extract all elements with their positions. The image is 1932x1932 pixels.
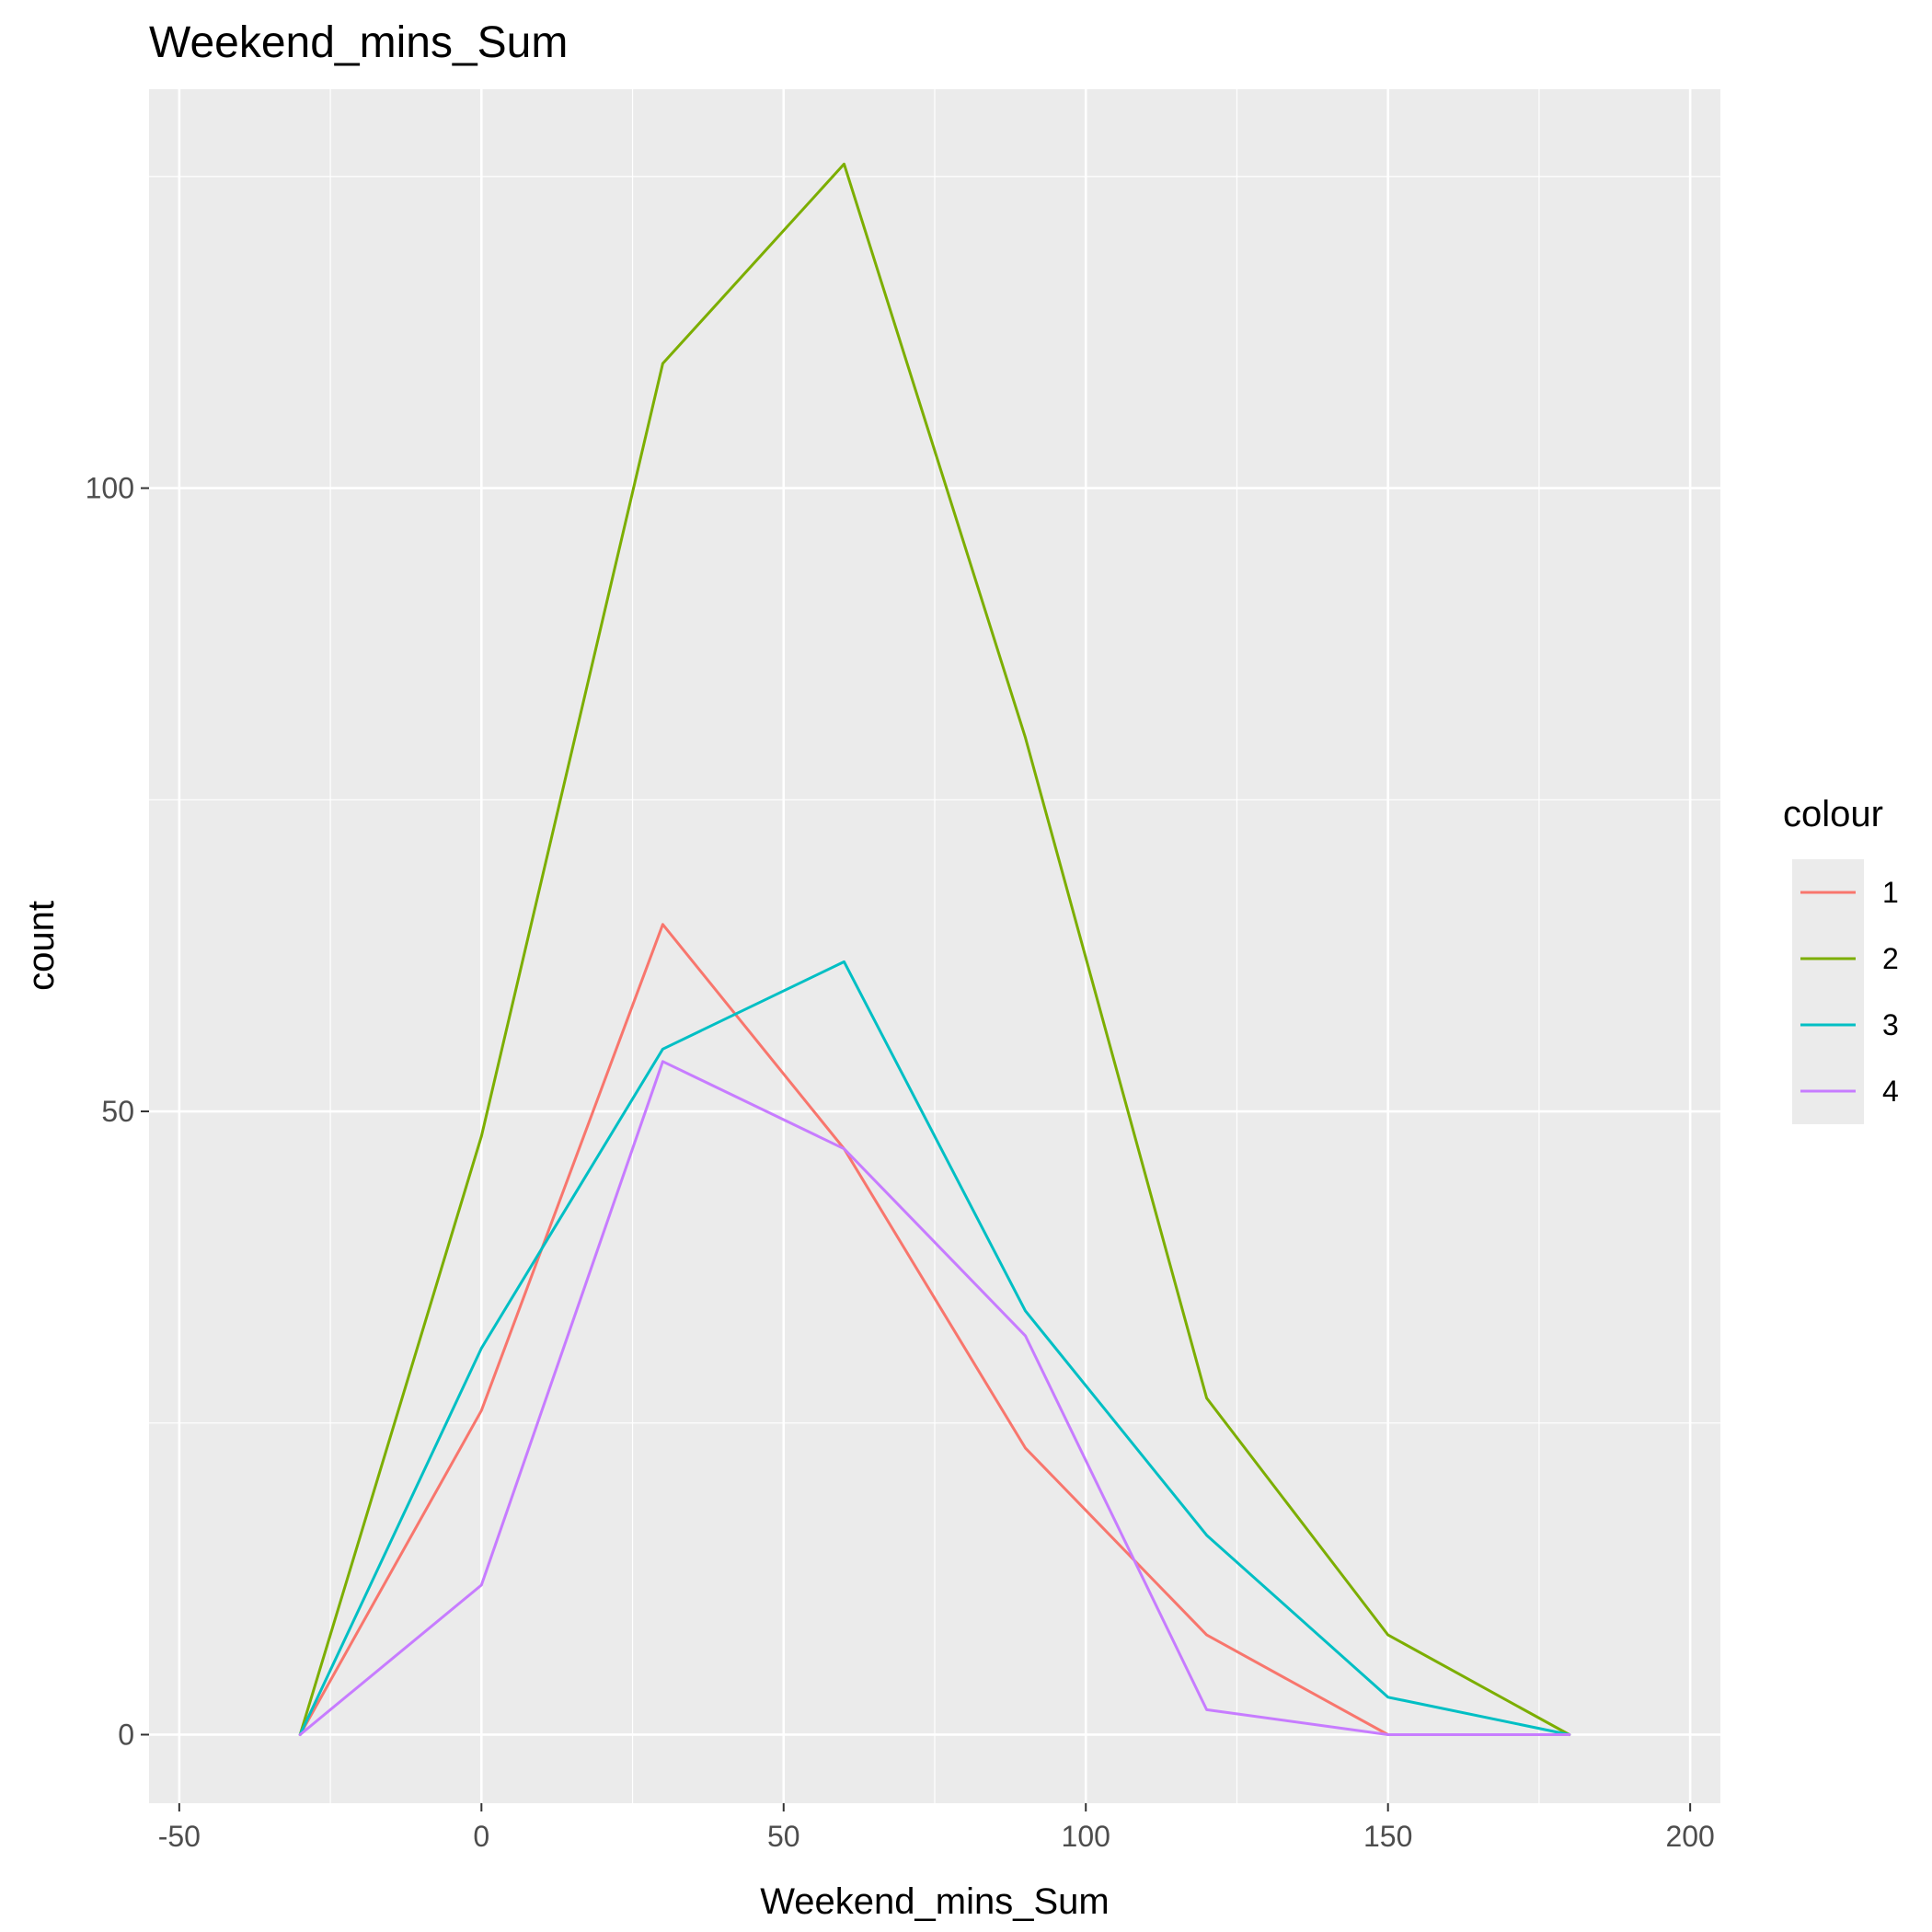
y-tick-label: 0	[118, 1718, 134, 1751]
y-axis-title: count	[21, 901, 62, 991]
x-tick-label: 150	[1363, 1820, 1412, 1853]
grid-minor	[149, 89, 1720, 1803]
legend-key-background	[1792, 859, 1864, 1124]
legend-label-2: 2	[1882, 942, 1899, 975]
series-line-4	[298, 1060, 1571, 1736]
x-tick-label: 200	[1665, 1820, 1714, 1853]
x-tick-label: 0	[473, 1820, 489, 1853]
x-axis: -50 0 50 100 150 200	[158, 1803, 1715, 1853]
x-tick-label: 100	[1062, 1820, 1110, 1853]
legend-label-1: 1	[1882, 876, 1899, 909]
x-axis-title: Weekend_mins_Sum	[760, 1881, 1109, 1922]
y-tick-label: 50	[101, 1095, 134, 1128]
legend: colour 1 2 3 4	[1783, 794, 1899, 1124]
y-axis: 0 50 100	[86, 472, 149, 1751]
x-tick-label: -50	[158, 1820, 201, 1853]
y-tick-label: 100	[86, 472, 134, 505]
series-line-2	[298, 162, 1571, 1736]
x-tick-label: 50	[767, 1820, 800, 1853]
grid-major	[149, 89, 1720, 1803]
legend-title: colour	[1783, 794, 1883, 834]
legend-label-4: 4	[1882, 1075, 1899, 1108]
series-lines	[298, 162, 1571, 1736]
legend-label-3: 3	[1882, 1008, 1899, 1041]
series-line-3	[298, 960, 1571, 1736]
series-line-1	[298, 923, 1571, 1736]
chart-title: Weekend_mins_Sum	[149, 18, 568, 67]
